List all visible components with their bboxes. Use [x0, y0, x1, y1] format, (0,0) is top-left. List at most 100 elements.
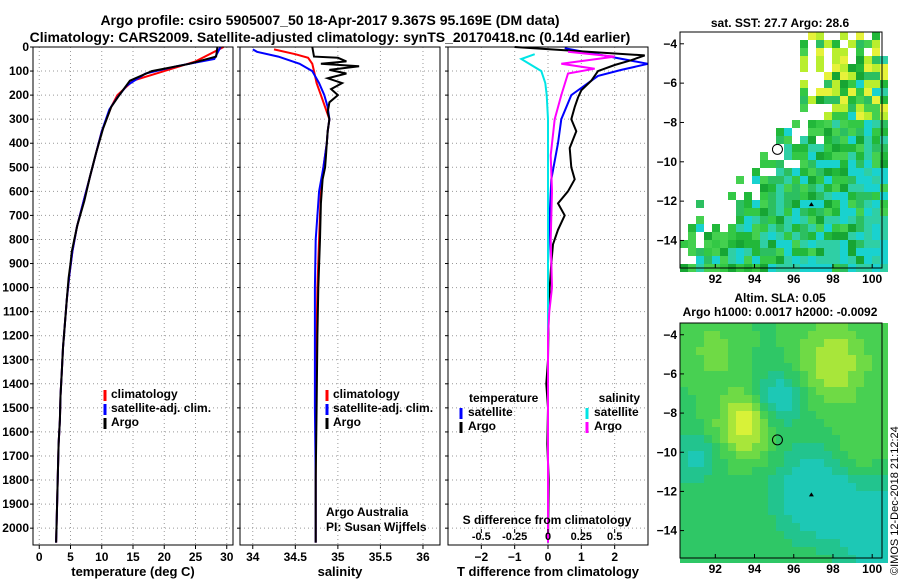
map-cell: [848, 72, 856, 80]
map-cell: [760, 419, 768, 427]
map-cell: [728, 256, 736, 264]
map-frame: [679, 31, 883, 269]
map-cell: [816, 371, 824, 379]
y-tick-label: 1600: [2, 425, 29, 439]
map-cell: [864, 96, 872, 104]
map-cell: [792, 507, 800, 515]
map-cell: [736, 467, 744, 475]
legend-label: Argo: [111, 415, 139, 429]
map-cell: [736, 539, 744, 547]
map-cell: [848, 467, 856, 475]
map-cell: [840, 427, 848, 435]
map-cell: [880, 547, 888, 555]
map-cell: [824, 459, 832, 467]
map-cell: [712, 555, 720, 563]
map-cell: [880, 507, 888, 515]
map-cell: [728, 339, 736, 347]
map-cell: [880, 523, 888, 531]
map-cell: [800, 152, 808, 160]
map-cell: [800, 80, 808, 88]
map-cell: [872, 387, 880, 395]
map-cell: [680, 459, 688, 467]
map-cell: [880, 411, 888, 419]
map-cell: [728, 523, 736, 531]
map-cell: [728, 248, 736, 256]
map-cell: [800, 435, 808, 443]
map-cell: [872, 459, 880, 467]
y-tick-label: 900: [9, 257, 29, 271]
map-cell: [736, 323, 744, 331]
annotation-text: PI: Susan Wijffels: [326, 520, 427, 534]
map-cell: [832, 208, 840, 216]
map-cell: [720, 523, 728, 531]
map-cell: [680, 339, 688, 347]
map-cell: [816, 40, 824, 48]
map-cell: [768, 371, 776, 379]
map-cell: [816, 507, 824, 515]
map-cell: [768, 507, 776, 515]
map-cell: [840, 64, 848, 72]
map-cell: [720, 467, 728, 475]
map-cell: [816, 160, 824, 168]
map-cell: [704, 232, 712, 240]
map-cell: [872, 435, 880, 443]
map-cell: [784, 475, 792, 483]
map-cell: [824, 539, 832, 547]
map-cell: [832, 168, 840, 176]
map-cell: [856, 176, 864, 184]
x-tick-label: 36: [416, 550, 430, 564]
map-cell: [800, 200, 808, 208]
map-cell: [720, 371, 728, 379]
map-cell: [720, 379, 728, 387]
map-cell: [848, 80, 856, 88]
map-cell: [720, 483, 728, 491]
map-cell: [776, 160, 784, 168]
map-cell: [704, 515, 712, 523]
map-cell: [744, 339, 752, 347]
map-cell: [712, 395, 720, 403]
map-cell: [784, 427, 792, 435]
map-cell: [760, 152, 768, 160]
map-cell: [760, 224, 768, 232]
y-tick-label: 2000: [2, 521, 29, 535]
map-cell: [776, 339, 784, 347]
map-y-tick-label: −14: [657, 233, 678, 247]
map-cell: [880, 208, 888, 216]
map-cell: [880, 347, 888, 355]
map-cell: [832, 555, 840, 563]
map-cell: [696, 547, 704, 555]
map-cell: [768, 555, 776, 563]
map-cell: [832, 48, 840, 56]
map-cell: [832, 411, 840, 419]
map-cell: [840, 531, 848, 539]
map-cell: [880, 363, 888, 371]
map-cell: [872, 64, 880, 72]
map-cell: [856, 331, 864, 339]
secondary-axis-label: S difference from climatology: [463, 513, 632, 527]
map-cell: [704, 419, 712, 427]
map-cell: [736, 248, 744, 256]
map-cell: [824, 379, 832, 387]
map-cell: [816, 56, 824, 64]
map-cell: [768, 379, 776, 387]
map-cell: [848, 88, 856, 96]
map-cell: [768, 427, 776, 435]
map-cell: [744, 523, 752, 531]
map-cell: [680, 475, 688, 483]
map-cell: [704, 339, 712, 347]
map-cell: [696, 435, 704, 443]
legend-label: satellite-adj. clim.: [333, 401, 433, 415]
map-cell: [728, 539, 736, 547]
map-cell: [760, 539, 768, 547]
map-cell: [824, 475, 832, 483]
map-cell: [776, 192, 784, 200]
map-cell: [696, 427, 704, 435]
map-cell: [720, 547, 728, 555]
map-cell: [744, 208, 752, 216]
map-cell: [800, 467, 808, 475]
map-cell: [784, 555, 792, 563]
map-cell: [688, 411, 696, 419]
map-cell: [752, 539, 760, 547]
map-cell: [704, 355, 712, 363]
map-cell: [856, 48, 864, 56]
